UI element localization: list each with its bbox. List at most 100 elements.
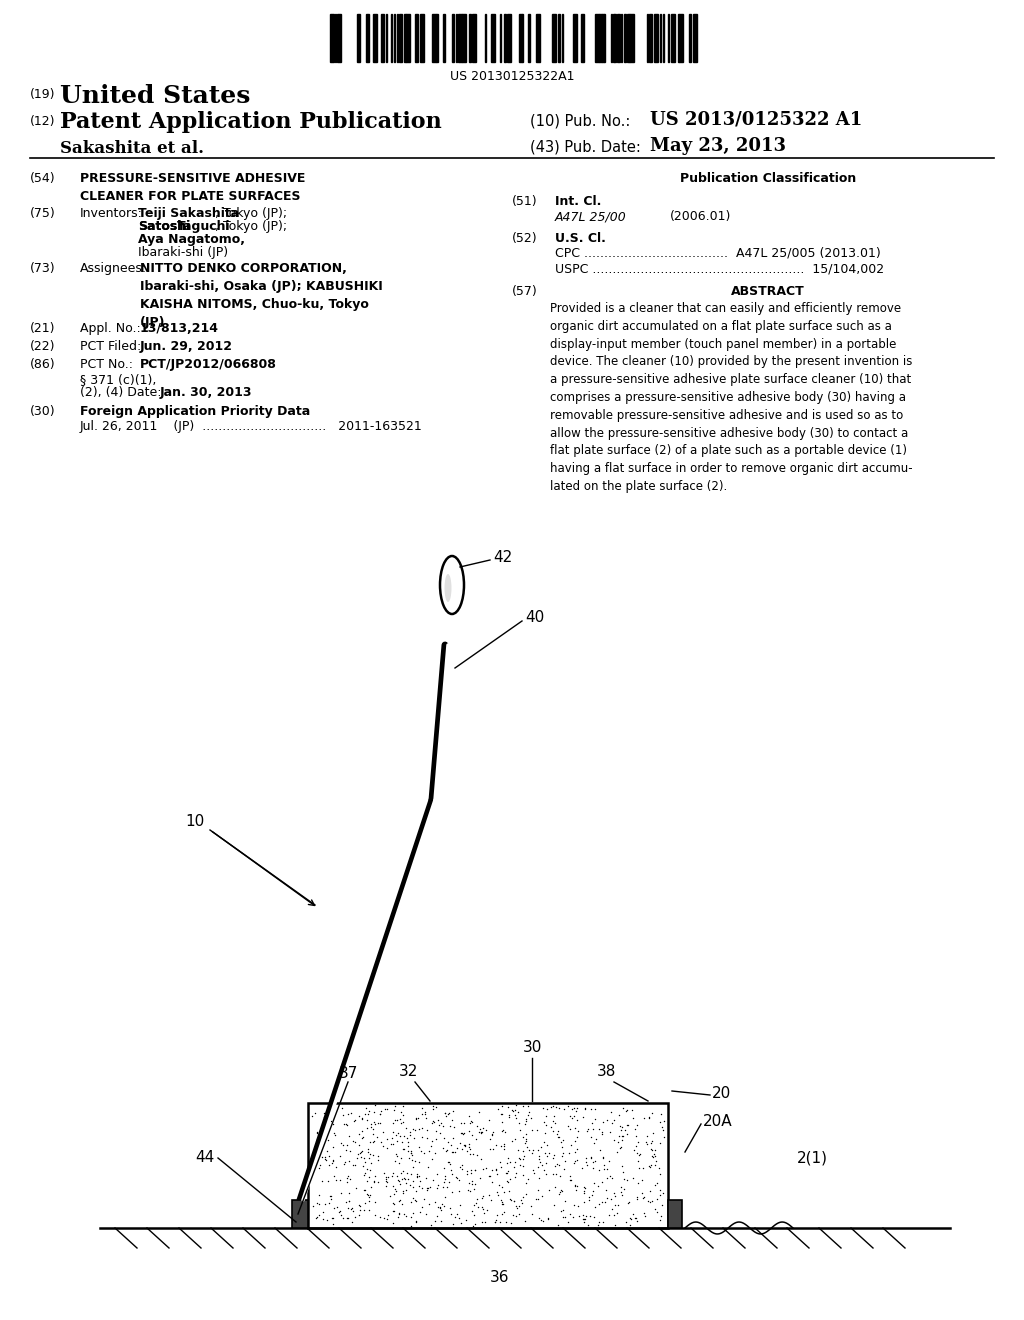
Point: [484, 1159, 501, 1180]
Point: [569, 1110, 586, 1131]
Point: [603, 1199, 620, 1220]
Point: [546, 1195, 562, 1216]
Point: [384, 1163, 400, 1184]
Point: [335, 1105, 351, 1126]
Point: [560, 1143, 577, 1164]
Point: [385, 1200, 401, 1221]
Point: [397, 1117, 414, 1138]
Point: [392, 1113, 409, 1134]
Point: [411, 1175, 427, 1196]
Point: [630, 1172, 646, 1193]
Point: [628, 1135, 644, 1156]
Point: [373, 1131, 389, 1152]
Point: [620, 1100, 636, 1121]
Point: [537, 1122, 553, 1143]
Point: [440, 1102, 457, 1123]
Point: [456, 1123, 472, 1144]
Point: [463, 1159, 479, 1180]
Point: [422, 1177, 438, 1199]
Point: [398, 1163, 415, 1184]
Point: [351, 1195, 368, 1216]
Point: [649, 1172, 666, 1193]
Point: [401, 1173, 418, 1195]
Point: [460, 1180, 476, 1201]
Point: [595, 1147, 611, 1168]
Point: [610, 1126, 627, 1147]
Point: [512, 1155, 528, 1176]
Point: [640, 1191, 656, 1212]
Text: Inventors:: Inventors:: [80, 207, 143, 220]
Point: [549, 1123, 565, 1144]
Point: [409, 1191, 425, 1212]
Text: 36: 36: [490, 1270, 510, 1286]
Point: [519, 1137, 536, 1158]
Point: [358, 1158, 375, 1179]
Point: [361, 1143, 378, 1164]
Point: [456, 1123, 472, 1144]
Point: [409, 1212, 425, 1233]
Point: [524, 1159, 541, 1180]
Text: Patent Application Publication: Patent Application Publication: [60, 111, 441, 133]
Point: [561, 1170, 578, 1191]
Point: [547, 1155, 563, 1176]
Point: [641, 1192, 657, 1213]
Point: [325, 1208, 341, 1229]
Point: [644, 1139, 660, 1160]
Text: (54): (54): [30, 172, 55, 185]
Point: [373, 1101, 389, 1122]
Point: [635, 1188, 651, 1209]
Point: [652, 1205, 669, 1226]
Point: [358, 1184, 375, 1205]
Point: [474, 1185, 490, 1206]
Point: [333, 1204, 349, 1225]
Point: [420, 1177, 436, 1199]
Point: [335, 1135, 351, 1156]
Point: [591, 1193, 607, 1214]
Point: [547, 1176, 563, 1197]
Point: [636, 1107, 652, 1129]
Point: [432, 1197, 449, 1218]
Point: [562, 1170, 579, 1191]
Point: [515, 1140, 531, 1162]
Point: [556, 1098, 572, 1119]
Bar: [599, 15, 602, 62]
Point: [360, 1187, 377, 1208]
Point: [360, 1191, 377, 1212]
Point: [629, 1143, 645, 1164]
Point: [567, 1118, 584, 1139]
Point: [435, 1138, 452, 1159]
Point: [651, 1210, 668, 1232]
Point: [551, 1183, 567, 1204]
Point: [454, 1122, 470, 1143]
Point: [318, 1209, 335, 1230]
Point: [586, 1133, 602, 1154]
Text: PCT/JP2012/066808: PCT/JP2012/066808: [140, 358, 276, 371]
Point: [539, 1134, 555, 1155]
Point: [335, 1208, 351, 1229]
Point: [412, 1171, 428, 1192]
Point: [394, 1193, 411, 1214]
Point: [430, 1196, 446, 1217]
Point: [595, 1111, 611, 1133]
Point: [530, 1168, 547, 1189]
Point: [591, 1210, 607, 1232]
Point: [408, 1109, 424, 1130]
Point: [588, 1129, 604, 1150]
Point: [323, 1188, 339, 1209]
Point: [384, 1134, 400, 1155]
Point: [532, 1137, 549, 1158]
Point: [409, 1166, 425, 1187]
Point: [601, 1151, 617, 1172]
Point: [358, 1171, 375, 1192]
Point: [462, 1180, 478, 1201]
Point: [454, 1159, 470, 1180]
Point: [467, 1160, 483, 1181]
Point: [645, 1122, 662, 1143]
Bar: [504, 15, 506, 62]
Point: [530, 1146, 547, 1167]
Point: [602, 1166, 618, 1187]
Point: [614, 1125, 631, 1146]
Point: [508, 1197, 524, 1218]
Point: [646, 1144, 663, 1166]
Point: [322, 1100, 338, 1121]
